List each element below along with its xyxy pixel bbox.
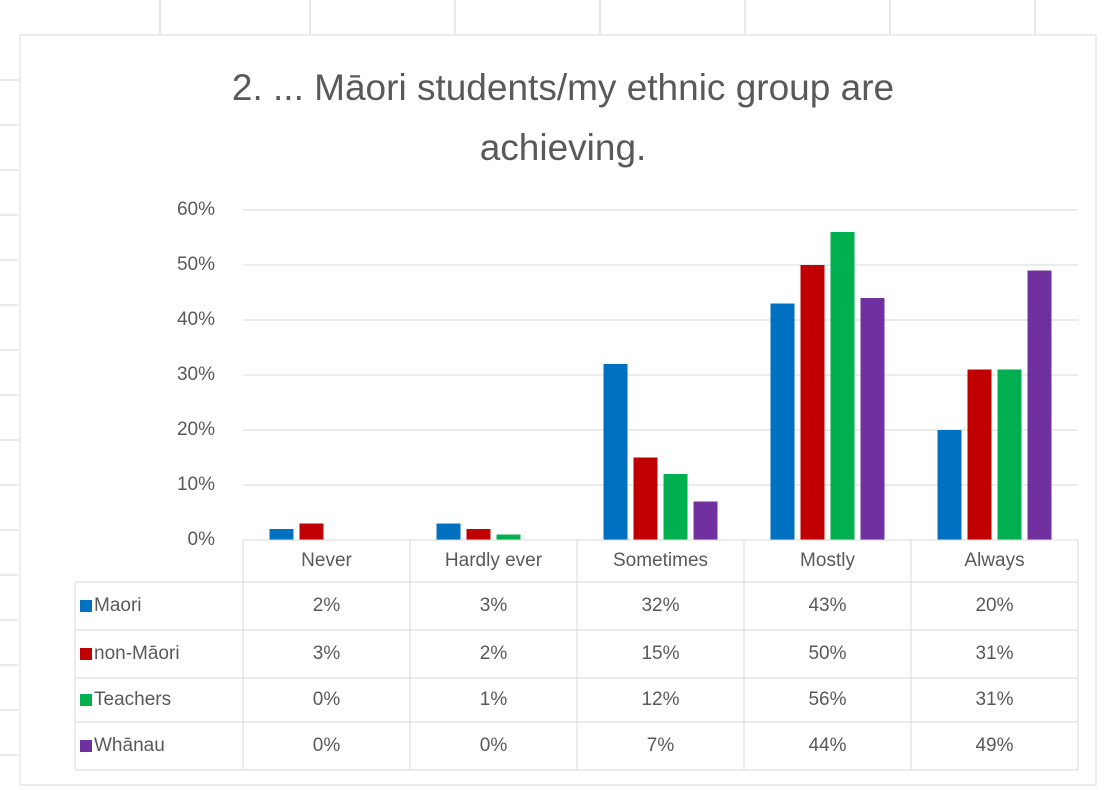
bar xyxy=(466,529,491,540)
table-cell: 31% xyxy=(975,643,1013,664)
chart-title: 2. ... Māori students/my ethnic group ar… xyxy=(231,67,895,168)
y-tick-label: 20% xyxy=(177,419,215,440)
bar xyxy=(1027,270,1052,540)
legend-key xyxy=(80,694,92,706)
legend-key xyxy=(80,648,92,660)
table-cell: 3% xyxy=(480,595,508,616)
bar xyxy=(997,369,1022,540)
y-tick-label: 50% xyxy=(177,254,215,275)
table-cell: 20% xyxy=(975,595,1013,616)
y-tick-label: 60% xyxy=(177,199,215,220)
table-cell: 56% xyxy=(808,689,846,710)
table-cell: 0% xyxy=(313,689,341,710)
sheet-grid xyxy=(0,0,1036,756)
bar xyxy=(860,298,885,540)
legend-key xyxy=(80,600,92,612)
table-cell: 0% xyxy=(313,735,341,756)
table-cell: 50% xyxy=(808,643,846,664)
bar xyxy=(830,232,855,540)
bar xyxy=(269,529,294,540)
table-cell: 2% xyxy=(480,643,508,664)
table-cell: 0% xyxy=(480,735,508,756)
bar xyxy=(967,369,992,540)
bar xyxy=(496,534,521,540)
chart-area xyxy=(19,34,1097,786)
legend-label: Maori xyxy=(94,595,142,616)
legend-key xyxy=(80,740,92,752)
x-tick-label: Sometimes xyxy=(613,550,708,571)
x-tick-label: Never xyxy=(301,550,352,571)
x-tick-label: Mostly xyxy=(800,550,855,571)
legend-label: non-Māori xyxy=(94,643,180,664)
bar xyxy=(436,523,461,540)
table-cell: 44% xyxy=(808,735,846,756)
legend-label: Teachers xyxy=(94,689,171,710)
bar xyxy=(770,303,795,540)
x-tick-label: Hardly ever xyxy=(445,550,543,571)
bar xyxy=(937,430,962,540)
bar xyxy=(633,457,658,540)
table-cell: 12% xyxy=(641,689,679,710)
table-cell: 43% xyxy=(808,595,846,616)
table-cell: 3% xyxy=(313,643,341,664)
y-tick-label: 10% xyxy=(177,474,215,495)
legend-label: Whānau xyxy=(94,735,165,756)
table-cell: 15% xyxy=(641,643,679,664)
bar xyxy=(299,523,324,540)
table-cell: 2% xyxy=(313,595,341,616)
table-cell: 31% xyxy=(975,689,1013,710)
table-cell: 7% xyxy=(647,735,675,756)
table-cell: 49% xyxy=(975,735,1013,756)
y-tick-label: 40% xyxy=(177,309,215,330)
table-cell: 32% xyxy=(641,595,679,616)
x-tick-label: Always xyxy=(964,550,1024,571)
table-cell: 1% xyxy=(480,689,508,710)
y-tick-label: 30% xyxy=(177,364,215,385)
bar xyxy=(800,265,825,540)
y-tick-label: 0% xyxy=(188,529,216,550)
bar xyxy=(663,474,688,540)
bar xyxy=(603,364,628,540)
bar xyxy=(693,501,718,540)
